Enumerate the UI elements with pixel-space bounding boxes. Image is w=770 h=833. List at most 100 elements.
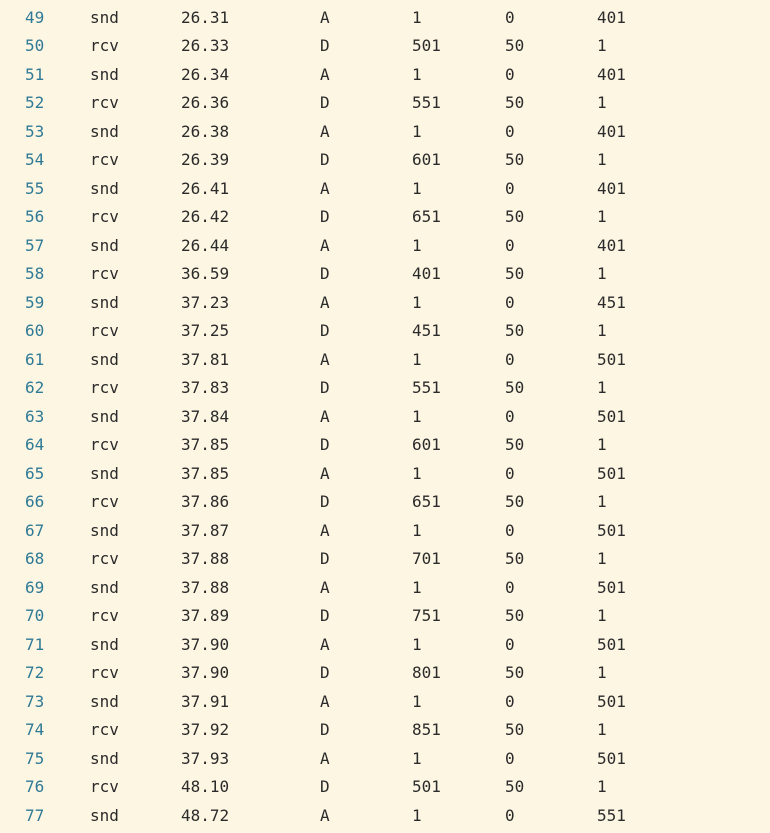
time: 37.89 [181,606,230,625]
line-number: 64 [25,435,45,454]
ack: 1 [597,378,607,397]
length: 50 [505,93,525,112]
direction: snd [90,691,119,711]
length: 0 [505,463,515,483]
ack: 1 [597,777,607,796]
direction: snd [90,634,119,654]
flag: A [320,121,330,141]
direction: rcv [90,150,119,169]
line-number: 75 [25,748,45,768]
line-number: 57 [25,235,45,255]
ack: 501 [597,634,626,654]
time: 37.90 [181,663,230,682]
code-line: 61 snd 37.81 A 1 0 501 [0,346,770,375]
time: 26.34 [181,64,230,84]
seq: 1 [412,520,422,540]
time: 37.92 [181,720,230,739]
time: 37.84 [181,406,230,426]
line-number: 56 [25,207,45,226]
direction: rcv [90,378,119,397]
direction: rcv [90,720,119,739]
seq: 501 [412,777,441,796]
flag: A [320,64,330,84]
flag: D [320,606,330,625]
time: 37.91 [181,691,230,711]
seq: 801 [412,663,441,682]
direction: rcv [90,777,119,796]
direction: snd [90,577,119,597]
ack: 501 [597,691,626,711]
direction: snd [90,805,119,825]
code-line: 52 rcv 26.36 D 551 50 1 [0,89,770,118]
flag: A [320,292,330,312]
time: 48.10 [181,777,230,796]
direction: snd [90,235,119,255]
seq: 1 [412,178,422,198]
time: 26.33 [181,36,230,55]
length: 0 [505,805,515,825]
length: 50 [505,378,525,397]
length: 0 [505,577,515,597]
line-number: 55 [25,178,45,198]
code-line: 69 snd 37.88 A 1 0 501 [0,574,770,603]
ack: 1 [597,663,607,682]
seq: 1 [412,235,422,255]
line-number: 70 [25,606,45,625]
flag: A [320,406,330,426]
direction: rcv [90,663,119,682]
seq: 1 [412,463,422,483]
seq: 551 [412,378,441,397]
seq: 651 [412,492,441,511]
time: 26.39 [181,150,230,169]
flag: A [320,520,330,540]
ack: 1 [597,549,607,568]
code-line: 74 rcv 37.92 D 851 50 1 [0,716,770,745]
length: 0 [505,691,515,711]
length: 50 [505,321,525,340]
time: 37.83 [181,378,230,397]
ack: 1 [597,435,607,454]
seq: 601 [412,435,441,454]
line-number: 76 [25,777,45,796]
direction: rcv [90,264,119,283]
line-number: 60 [25,321,45,340]
seq: 1 [412,121,422,141]
direction: snd [90,292,119,312]
time: 37.25 [181,321,230,340]
ack: 501 [597,406,626,426]
length: 50 [505,720,525,739]
flag: A [320,178,330,198]
flag: D [320,777,330,796]
flag: D [320,207,330,226]
code-line: 64 rcv 37.85 D 601 50 1 [0,431,770,460]
flag: D [320,264,330,283]
code-line: 58 rcv 36.59 D 401 50 1 [0,260,770,289]
flag: D [320,720,330,739]
seq: 401 [412,264,441,283]
direction: rcv [90,606,119,625]
code-line: 50 rcv 26.33 D 501 50 1 [0,32,770,61]
code-line: 55 snd 26.41 A 1 0 401 [0,175,770,204]
direction: snd [90,178,119,198]
length: 0 [505,634,515,654]
code-line: 62 rcv 37.83 D 551 50 1 [0,374,770,403]
direction: snd [90,748,119,768]
line-number: 49 [25,7,45,27]
code-line: 70 rcv 37.89 D 751 50 1 [0,602,770,631]
line-number: 53 [25,121,45,141]
code-line: 76 rcv 48.10 D 501 50 1 [0,773,770,802]
line-number: 65 [25,463,45,483]
code-line: 77 snd 48.72 A 1 0 551 [0,802,770,831]
line-number: 66 [25,492,45,511]
flag: D [320,150,330,169]
seq: 851 [412,720,441,739]
ack: 401 [597,7,626,27]
seq: 601 [412,150,441,169]
length: 50 [505,663,525,682]
seq: 1 [412,691,422,711]
direction: rcv [90,321,119,340]
time: 26.41 [181,178,230,198]
time: 26.38 [181,121,230,141]
flag: D [320,435,330,454]
